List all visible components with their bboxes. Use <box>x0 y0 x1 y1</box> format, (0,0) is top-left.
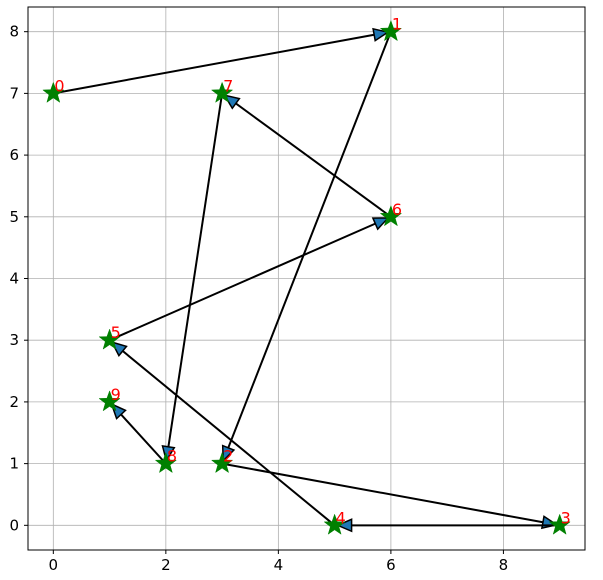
path-arrows <box>53 27 560 533</box>
y-tick-label: 4 <box>9 270 19 288</box>
point-label: 7 <box>223 76 233 95</box>
arrow-line <box>221 462 544 524</box>
y-tick-label: 0 <box>9 516 19 534</box>
y-tick-label: 7 <box>9 84 19 102</box>
point-label: 5 <box>111 323 121 342</box>
point-label: 2 <box>223 447 233 466</box>
star-marker <box>98 328 121 350</box>
point-markers <box>42 19 571 535</box>
grid-lines <box>28 7 585 550</box>
x-tick-label: 4 <box>274 556 284 574</box>
star-marker <box>210 81 234 103</box>
star-marker <box>42 81 65 103</box>
y-tick-label: 2 <box>9 393 19 411</box>
arrow-line <box>235 102 392 218</box>
y-tick-label: 3 <box>9 331 19 349</box>
point-label: 3 <box>561 508 571 527</box>
point-label: 0 <box>54 76 64 95</box>
arrow-line <box>167 93 224 447</box>
x-tick-label: 2 <box>161 556 171 574</box>
arrow-line <box>120 413 167 465</box>
arrow-head <box>371 217 390 231</box>
star-marker <box>379 19 403 42</box>
point-label: 6 <box>392 200 402 219</box>
arrow-line <box>53 33 375 95</box>
star-marker <box>98 390 121 412</box>
y-tick-label: 8 <box>9 23 19 41</box>
arrow-head <box>372 27 390 42</box>
x-tick-label: 8 <box>499 556 509 574</box>
star-marker <box>210 451 234 474</box>
star-marker <box>548 513 571 535</box>
arrow-line <box>109 222 376 342</box>
y-axis: 0 1 2 3 4 5 6 7 8 <box>9 23 28 534</box>
point-label: 8 <box>167 447 177 466</box>
point-label: 4 <box>336 508 346 527</box>
y-tick-label: 1 <box>9 455 19 473</box>
point-labels: 0 1 2 3 4 5 6 7 8 9 <box>54 15 571 528</box>
arrow-line <box>122 350 336 527</box>
x-tick-label: 6 <box>386 556 396 574</box>
star-marker <box>323 513 346 535</box>
y-tick-label: 6 <box>9 146 19 164</box>
x-axis: 0 2 4 6 8 <box>49 550 509 574</box>
star-marker <box>154 451 178 474</box>
x-tick-label: 0 <box>49 556 59 574</box>
point-label: 9 <box>111 385 121 404</box>
arrow-head <box>221 444 236 463</box>
point-label: 1 <box>392 15 402 34</box>
y-tick-label: 5 <box>9 208 19 226</box>
arrow-line <box>227 31 392 449</box>
star-marker <box>379 205 403 227</box>
